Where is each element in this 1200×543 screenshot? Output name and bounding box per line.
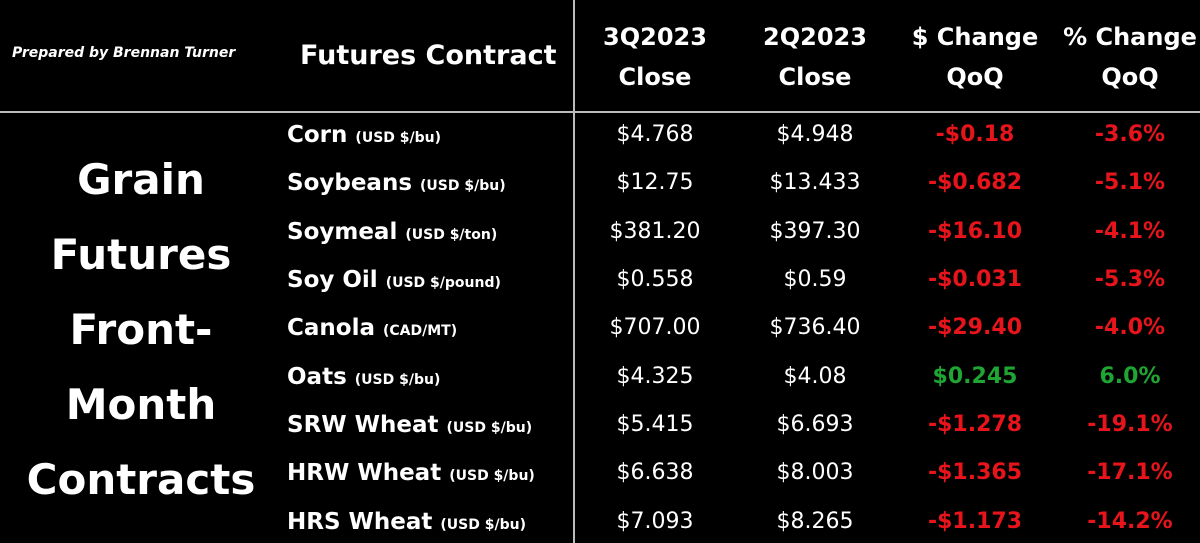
unit: (USD $/bu) xyxy=(420,178,506,195)
cell: $12.75 xyxy=(616,170,694,196)
cell: $707.00 xyxy=(609,315,701,341)
column-heading: 2Q2023 Close xyxy=(735,17,895,97)
credit: Prepared by Brennan Turner xyxy=(12,45,236,61)
contract-name: HRW Wheat (USD $/bu) xyxy=(287,460,535,486)
cell: $0.59 xyxy=(783,267,847,293)
cell: $4.768 xyxy=(616,122,694,148)
unit: (USD $/bu) xyxy=(449,468,535,485)
name-text: HRS Wheat xyxy=(287,508,433,535)
contract-name: HRS Wheat (USD $/bu) xyxy=(287,509,526,535)
contract-name: Corn (USD $/bu) xyxy=(287,122,441,148)
side-label-line: Grain xyxy=(77,155,205,204)
cell: -$1.365 xyxy=(927,460,1023,486)
cell: -4.0% xyxy=(1094,315,1166,341)
column-heading: % Change QoQ xyxy=(1050,17,1200,97)
name-text: SRW Wheat xyxy=(287,411,439,438)
cell: $381.20 xyxy=(609,218,701,244)
cell: -5.1% xyxy=(1094,170,1166,196)
cell: $8.003 xyxy=(776,460,854,486)
cell: $7.093 xyxy=(616,508,694,534)
side-label-line: Contracts xyxy=(26,455,256,504)
unit: (CAD/MT) xyxy=(383,323,458,340)
cell: $6.693 xyxy=(776,411,854,437)
unit: (USD $/bu) xyxy=(354,371,441,388)
cell: -3.6% xyxy=(1094,122,1166,148)
name-text: Soybeans xyxy=(287,170,413,197)
cell: -$1.173 xyxy=(927,508,1023,534)
unit: (USD $/ton) xyxy=(405,226,498,243)
cell: -$29.40 xyxy=(927,315,1023,341)
unit: (USD $/pound) xyxy=(385,275,501,292)
cell: $397.30 xyxy=(769,218,861,244)
name-text: HRW Wheat xyxy=(287,460,442,487)
contract-name: Soy Oil (USD $/pound) xyxy=(287,267,501,293)
heading-line: % Change xyxy=(1063,23,1197,51)
heading-line: QoQ xyxy=(946,63,1004,91)
column-heading: 3Q2023 Close xyxy=(575,17,735,97)
cell: $6.638 xyxy=(616,460,694,486)
heading-line: Close xyxy=(778,63,852,91)
cell: $0.245 xyxy=(932,363,1018,389)
cell: $0.558 xyxy=(616,267,694,293)
cell: 6.0% xyxy=(1099,363,1161,389)
cell: -$1.278 xyxy=(927,411,1023,437)
unit: (USD $/bu) xyxy=(440,516,526,533)
side-label: Grain Futures Front- Month Contracts xyxy=(0,142,282,517)
unit: (USD $/bu) xyxy=(446,419,533,436)
name-text: Soy Oil xyxy=(287,267,378,294)
name-text: Canola xyxy=(287,315,375,342)
heading-line: Close xyxy=(618,63,692,91)
cell: $5.415 xyxy=(616,411,694,437)
name-text: Soymeal xyxy=(287,218,398,245)
cell: -$0.18 xyxy=(935,122,1015,148)
column-heading: Futures Contract xyxy=(300,40,557,71)
divider xyxy=(573,0,575,543)
cell: -4.1% xyxy=(1094,218,1166,244)
heading-line: QoQ xyxy=(1101,63,1159,91)
heading-line: 2Q2023 xyxy=(763,23,867,51)
heading-line: 3Q2023 xyxy=(603,23,707,51)
cell: -$16.10 xyxy=(927,218,1023,244)
contract-name: Oats (USD $/bu) xyxy=(287,364,440,390)
cell: -$0.031 xyxy=(927,267,1023,293)
contract-name: Soybeans (USD $/bu) xyxy=(287,170,506,196)
contract-name: Soymeal (USD $/ton) xyxy=(287,219,497,245)
cell: -$0.682 xyxy=(927,170,1023,196)
cell: $4.08 xyxy=(783,363,847,389)
cell: -14.2% xyxy=(1087,508,1173,534)
contract-name: SRW Wheat (USD $/bu) xyxy=(287,412,532,438)
cell: $4.325 xyxy=(616,363,694,389)
divider xyxy=(0,111,1200,113)
cell: $8.265 xyxy=(776,508,854,534)
unit: (USD $/bu) xyxy=(355,130,442,147)
side-label-line: Front- xyxy=(69,305,213,354)
name-text: Oats xyxy=(287,363,347,390)
cell: $13.433 xyxy=(769,170,861,196)
cell: $4.948 xyxy=(776,122,854,148)
cell: -5.3% xyxy=(1094,267,1166,293)
contract-name: Canola (CAD/MT) xyxy=(287,315,457,341)
side-label-line: Futures xyxy=(50,230,232,279)
cell: -19.1% xyxy=(1087,411,1173,437)
column-heading: $ Change QoQ xyxy=(895,17,1055,97)
heading-line: $ Change xyxy=(911,23,1039,51)
cell: -17.1% xyxy=(1087,460,1173,486)
cell: $736.40 xyxy=(769,315,861,341)
side-label-line: Month xyxy=(65,380,217,429)
name-text: Corn xyxy=(287,122,348,149)
